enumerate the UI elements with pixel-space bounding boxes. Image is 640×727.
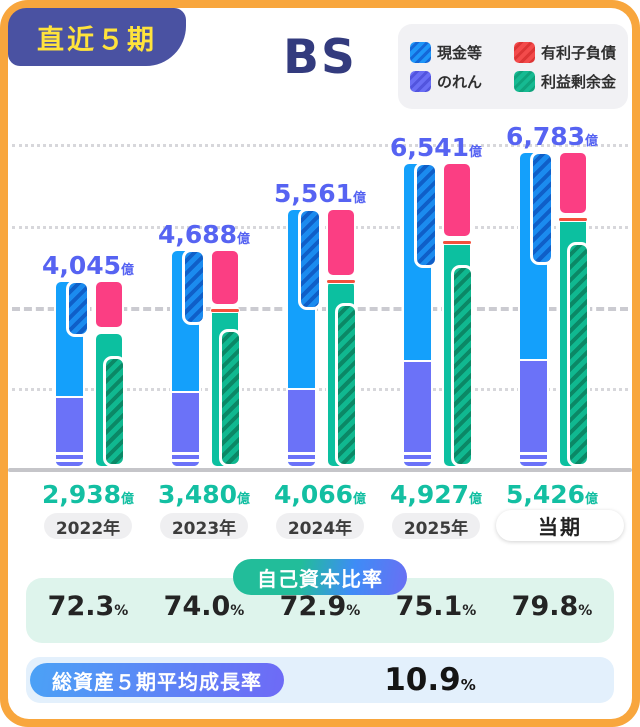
legend-item-1: 有利子負債 xyxy=(514,41,617,63)
total-assets-label: 4,688億 xyxy=(157,220,251,250)
total-assets-label: 6,783億 xyxy=(505,121,599,151)
equity-ratio-badge-label: 自己資本比率 xyxy=(257,566,383,591)
equity-value-label: 2,938億 xyxy=(41,480,135,509)
cash-highlight-segment xyxy=(414,162,438,269)
interest-debt-segment xyxy=(558,150,588,215)
interest-debt-segment xyxy=(94,279,124,329)
interest-debt-segment xyxy=(210,249,240,307)
equity-value-label: 3,480億 xyxy=(157,480,251,509)
equity-value-label: 4,066億 xyxy=(273,480,367,509)
gridline-dashed-mid xyxy=(12,307,628,311)
legend-swatch-icon xyxy=(410,41,431,63)
total-assets-label: 6,541億 xyxy=(389,133,483,163)
goodwill-divider xyxy=(172,459,199,462)
total-assets-label: 5,561億 xyxy=(273,179,367,209)
legend-item-label: のれん xyxy=(437,72,483,91)
growth-value-suffix: % xyxy=(460,676,476,694)
page-title: BS xyxy=(283,30,357,85)
goodwill-divider xyxy=(288,459,315,462)
interest-debt-segment xyxy=(326,208,356,278)
equity-value-label: 4,927億 xyxy=(389,480,483,509)
legend-swatch-icon xyxy=(514,41,535,63)
retained-earnings-highlight-segment xyxy=(219,329,242,467)
recent-periods-badge-label: 直近５期 xyxy=(37,24,157,56)
goodwill-divider xyxy=(520,452,547,455)
interest-debt-segment xyxy=(442,162,472,239)
equity-value-label: 5,426億 xyxy=(505,480,599,509)
x-axis-year-pill: 当期 xyxy=(496,510,624,541)
cash-highlight-segment xyxy=(66,279,90,337)
other-liabilities-line xyxy=(210,308,240,314)
goodwill-divider xyxy=(404,459,431,462)
equity-ratio-value: 79.8% xyxy=(511,591,593,622)
growth-value-number: 10.9 xyxy=(384,662,461,698)
growth-badge: 総資産５期平均成長率 xyxy=(30,663,284,697)
goodwill-divider xyxy=(56,452,83,455)
goodwill-segment xyxy=(520,359,547,466)
x-axis-year-pill: 2023年 xyxy=(160,513,248,539)
legend-swatch-icon xyxy=(410,70,431,92)
x-axis-year-pill: 2024年 xyxy=(276,513,364,539)
retained-earnings-highlight-segment xyxy=(103,355,126,467)
other-liabilities-line xyxy=(442,240,472,246)
x-axis-year-pill: 2022年 xyxy=(44,513,132,539)
equity-ratio-value: 75.1% xyxy=(395,591,477,622)
goodwill-segment xyxy=(56,395,83,466)
growth-value: 10.9% xyxy=(330,662,530,698)
goodwill-segment xyxy=(172,391,199,466)
other-liabilities-line xyxy=(326,279,356,285)
legend-item-0: 現金等 xyxy=(410,41,506,63)
other-liabilities-line xyxy=(558,216,588,222)
goodwill-segment xyxy=(288,387,315,466)
x-axis-baseline xyxy=(8,468,632,472)
goodwill-divider xyxy=(404,452,431,455)
legend-item-label: 有利子負債 xyxy=(541,43,617,62)
equity-ratio-value: 72.9% xyxy=(279,591,361,622)
legend-item-label: 現金等 xyxy=(437,43,483,62)
cash-highlight-segment xyxy=(298,208,322,310)
total-assets-label: 4,045億 xyxy=(41,250,135,280)
chart-legend: 現金等 有利子負債のれん 利益剰余金 xyxy=(398,24,628,109)
retained-earnings-highlight-segment xyxy=(451,265,474,467)
goodwill-divider xyxy=(172,452,199,455)
goodwill-divider xyxy=(520,459,547,462)
legend-item-label: 利益剰余金 xyxy=(541,72,617,91)
x-axis-year-pill: 2025年 xyxy=(392,513,480,539)
gridline-dotted-1 xyxy=(12,144,628,147)
retained-earnings-highlight-segment xyxy=(567,242,590,467)
equity-ratio-badge: 自己資本比率 xyxy=(233,559,407,595)
growth-badge-label: 総資産５期平均成長率 xyxy=(52,669,262,694)
legend-item-2: のれん xyxy=(410,70,506,92)
equity-ratio-value: 74.0% xyxy=(163,591,245,622)
goodwill-segment xyxy=(404,360,431,466)
legend-swatch-icon xyxy=(514,70,535,92)
recent-periods-badge: 直近５期 xyxy=(8,8,186,66)
equity-ratio-value: 72.3% xyxy=(47,591,129,622)
retained-earnings-highlight-segment xyxy=(335,302,358,467)
goodwill-divider xyxy=(288,452,315,455)
cash-highlight-segment xyxy=(182,249,206,325)
goodwill-divider xyxy=(56,459,83,462)
gridline-dotted-3 xyxy=(12,388,628,391)
legend-item-3: 利益剰余金 xyxy=(514,70,617,92)
cash-highlight-segment xyxy=(530,150,554,265)
